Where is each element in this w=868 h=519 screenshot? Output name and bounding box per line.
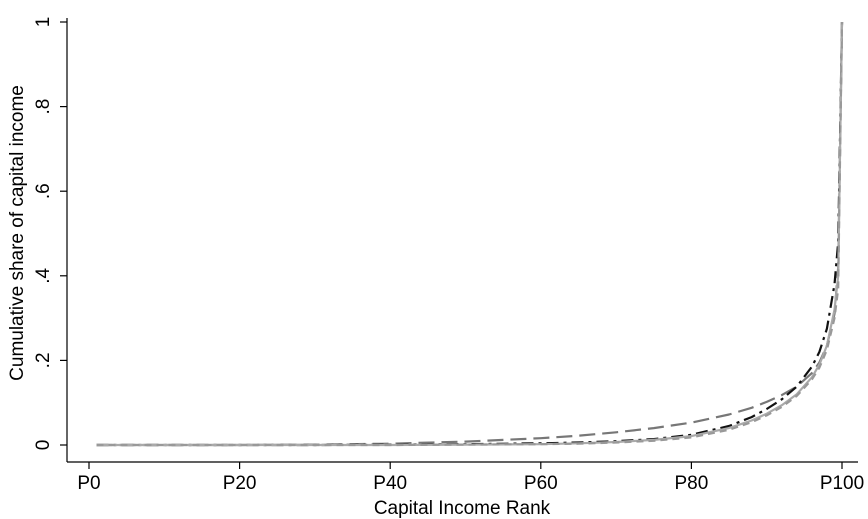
x-tick-label: P60 <box>524 473 558 494</box>
x-tick-label: P80 <box>674 473 708 494</box>
series-line-long-dash <box>96 21 844 447</box>
series-line-solid <box>96 21 844 447</box>
x-axis-title: Capital Income Rank <box>374 498 551 519</box>
x-tick-label: P100 <box>820 473 864 494</box>
y-tick-label: 1 <box>33 17 54 28</box>
y-tick-label: .4 <box>33 267 54 283</box>
x-tick-label: P20 <box>223 473 257 494</box>
series-line-short-dash <box>96 21 844 447</box>
x-tick-label: P0 <box>77 473 100 494</box>
ticks-layer: P0 P20 P40 P60 P80 P100 0 .2 .4 .6 .8 1 <box>33 17 864 494</box>
x-tick-label: P40 <box>373 473 407 494</box>
y-axis-title: Cumulative share of capital income <box>7 85 28 381</box>
axes-layer <box>66 18 858 463</box>
y-tick-label: 0 <box>33 440 54 451</box>
y-tick-label: .2 <box>33 352 54 368</box>
y-tick-label: .6 <box>33 183 54 199</box>
y-tick-label: .8 <box>33 99 54 115</box>
series-layer <box>96 21 844 447</box>
series-line-dash-dot <box>96 21 844 447</box>
